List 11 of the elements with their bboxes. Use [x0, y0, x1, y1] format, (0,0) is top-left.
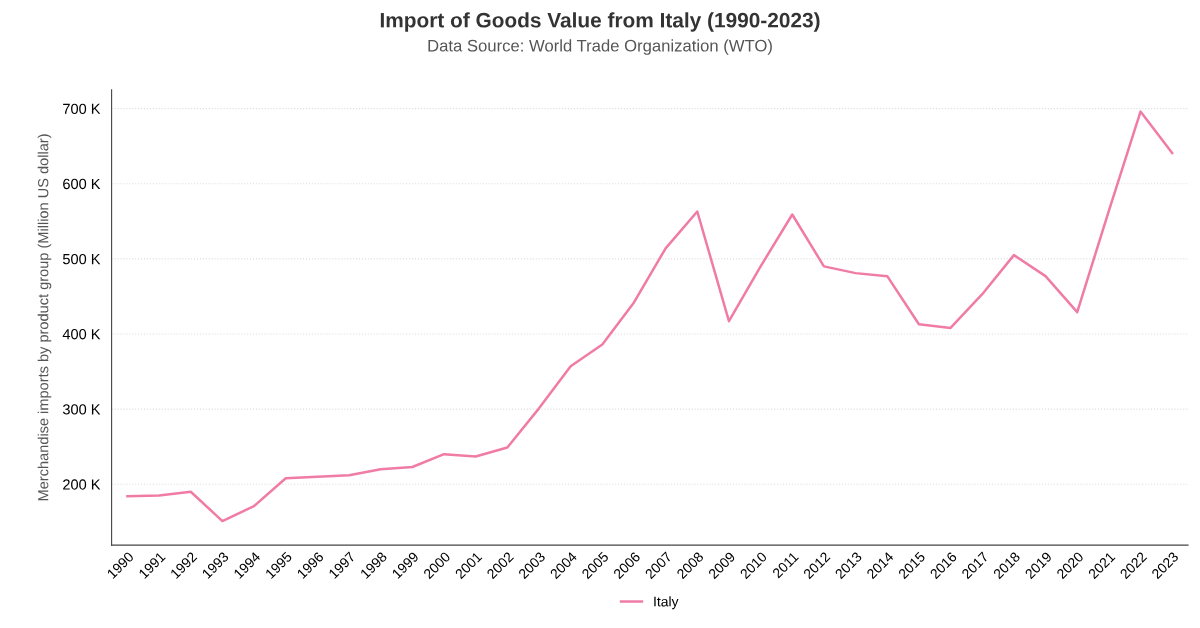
y-tick-label: 500 K — [62, 253, 101, 265]
chart-subtitle: Data Source: World Trade Organization (WTO) — [428, 39, 772, 55]
y-tick-label: 600 K — [63, 178, 101, 190]
chart-title: Import of Goods Value from Italy (1990-2023) — [380, 12, 820, 32]
line-series — [126, 110, 1174, 523]
y-axis-title: Merchandise imports by product group (Million US dollar) — [37, 134, 52, 501]
y-tick-label: 700 K — [63, 103, 101, 115]
y-tick-label: 300 K — [62, 404, 101, 415]
y-tick-label: 400 K — [62, 329, 101, 340]
y-tick-label: 200 K — [63, 479, 101, 490]
legend-label: Italy — [654, 596, 679, 610]
